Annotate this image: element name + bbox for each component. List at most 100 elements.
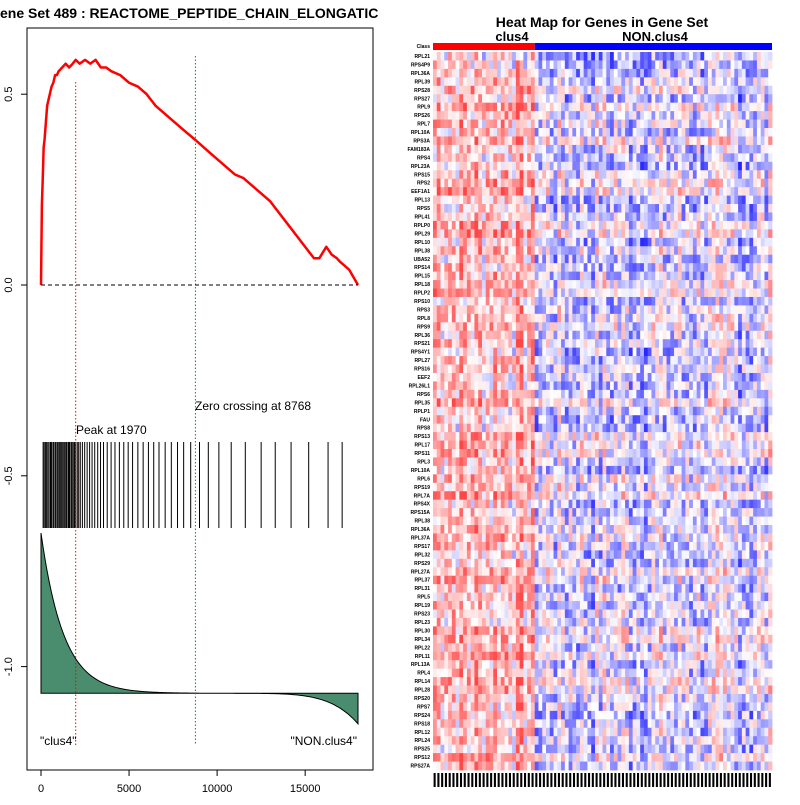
heatmap-cell bbox=[670, 373, 674, 382]
heatmap-cell bbox=[542, 348, 546, 357]
heatmap-cell bbox=[663, 407, 667, 416]
heatmap-cell bbox=[512, 483, 516, 492]
heatmap-cell bbox=[501, 441, 505, 450]
heatmap-cell bbox=[437, 331, 441, 340]
heatmap-cell bbox=[655, 331, 659, 340]
heatmap-cell bbox=[678, 356, 682, 365]
heatmap-cell bbox=[693, 153, 697, 162]
heatmap-cell bbox=[629, 365, 633, 374]
heatmap-cell bbox=[599, 398, 603, 407]
heatmap-cell bbox=[490, 483, 494, 492]
heatmap-cell bbox=[667, 441, 671, 450]
heatmap-cell bbox=[614, 322, 618, 331]
heatmap-cell bbox=[554, 441, 558, 450]
heatmap-cell bbox=[456, 221, 460, 230]
heatmap-cell bbox=[527, 179, 531, 188]
heatmap-cell bbox=[478, 86, 482, 95]
heatmap-cell bbox=[644, 474, 648, 483]
heatmap-cell bbox=[738, 297, 742, 306]
heatmap-cell bbox=[554, 120, 558, 129]
heatmap-cell bbox=[584, 466, 588, 475]
heatmap-cell bbox=[738, 86, 742, 95]
heatmap-cell bbox=[437, 103, 441, 112]
heatmap-cell bbox=[538, 212, 542, 221]
heatmap-cell bbox=[557, 221, 561, 230]
heatmap-cell bbox=[704, 94, 708, 103]
heatmap-cell bbox=[441, 297, 445, 306]
heatmap-cell bbox=[538, 500, 542, 509]
heatmap-cell bbox=[757, 365, 761, 374]
heatmap-cell bbox=[538, 153, 542, 162]
heatmap-cell bbox=[644, 449, 648, 458]
heatmap-cell bbox=[595, 170, 599, 179]
heatmap-cell bbox=[738, 331, 742, 340]
heatmap-cell bbox=[685, 441, 689, 450]
heatmap-cell bbox=[535, 221, 539, 230]
heatmap-cell bbox=[644, 136, 648, 145]
heatmap-cell bbox=[659, 187, 663, 196]
heatmap-cell bbox=[576, 398, 580, 407]
heatmap-cell bbox=[478, 415, 482, 424]
heatmap-cell bbox=[527, 136, 531, 145]
heatmap-cell bbox=[490, 398, 494, 407]
heatmap-cell bbox=[697, 373, 701, 382]
heatmap-cell bbox=[625, 398, 629, 407]
heatmap-cell bbox=[731, 94, 735, 103]
heatmap-cell bbox=[441, 77, 445, 86]
heatmap-cell bbox=[535, 441, 539, 450]
heatmap-cell bbox=[731, 348, 735, 357]
heatmap-cell bbox=[599, 457, 603, 466]
heatmap-cell bbox=[644, 314, 648, 323]
heatmap-cell bbox=[452, 128, 456, 137]
heatmap-cell bbox=[505, 390, 509, 399]
heatmap-cell bbox=[572, 415, 576, 424]
heatmap-cell bbox=[580, 474, 584, 483]
heatmap-cell bbox=[603, 187, 607, 196]
heatmap-cell bbox=[753, 229, 757, 238]
heatmap-cell bbox=[433, 483, 437, 492]
heatmap-cell bbox=[621, 128, 625, 137]
heatmap-cell bbox=[618, 52, 622, 61]
heatmap-cell bbox=[674, 153, 678, 162]
heatmap-cell bbox=[508, 60, 512, 69]
heatmap-cell bbox=[554, 179, 558, 188]
heatmap-cell bbox=[482, 60, 486, 69]
heatmap-cell bbox=[572, 187, 576, 196]
heatmap-cell bbox=[685, 229, 689, 238]
heatmap-cell bbox=[467, 69, 471, 78]
heatmap-cell bbox=[749, 457, 753, 466]
heatmap-cell bbox=[490, 415, 494, 424]
heatmap-cell bbox=[723, 289, 727, 298]
heatmap-cell bbox=[655, 128, 659, 137]
heatmap-cell bbox=[682, 441, 686, 450]
heatmap-cell bbox=[546, 170, 550, 179]
heatmap-cell bbox=[587, 289, 591, 298]
heatmap-cell bbox=[505, 263, 509, 272]
heatmap-cell bbox=[561, 483, 565, 492]
heatmap-cell bbox=[606, 128, 610, 137]
heatmap-cell bbox=[693, 466, 697, 475]
heatmap-cell bbox=[520, 179, 524, 188]
heatmap-cell bbox=[757, 457, 761, 466]
heatmap-cell bbox=[512, 52, 516, 61]
heatmap-cell bbox=[648, 86, 652, 95]
heatmap-cell bbox=[640, 365, 644, 374]
heatmap-cell bbox=[625, 212, 629, 221]
heatmap-cell bbox=[693, 407, 697, 416]
heatmap-cell bbox=[550, 500, 554, 509]
heatmap-group-label-non-clus4: NON.clus4 bbox=[622, 29, 689, 44]
heatmap-cell bbox=[505, 373, 509, 382]
heatmap-cell bbox=[764, 246, 768, 255]
heatmap-cell bbox=[471, 390, 475, 399]
heatmap-cell bbox=[437, 221, 441, 230]
heatmap-cell bbox=[448, 424, 452, 433]
heatmap-cell bbox=[523, 111, 527, 120]
heatmap-cell bbox=[501, 162, 505, 171]
heatmap-cell bbox=[520, 221, 524, 230]
heatmap-cell bbox=[561, 86, 565, 95]
heatmap-cell bbox=[648, 120, 652, 129]
heatmap-cell bbox=[603, 381, 607, 390]
heatmap-cell bbox=[565, 457, 569, 466]
heatmap-cell bbox=[655, 187, 659, 196]
heatmap-cell bbox=[459, 52, 463, 61]
